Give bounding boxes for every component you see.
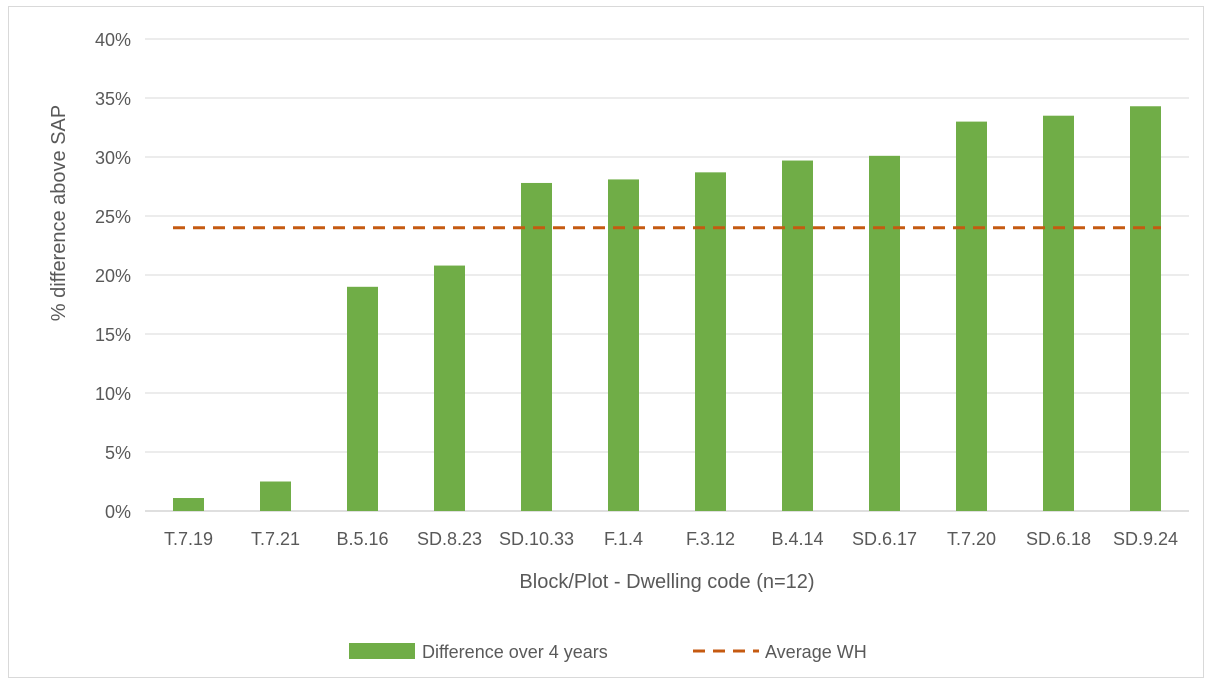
x-tick-label: T.7.19 [164, 529, 213, 549]
x-axis-title: Block/Plot - Dwelling code (n=12) [519, 571, 814, 593]
x-tick-label: SD.6.18 [1026, 529, 1091, 549]
bar [347, 287, 378, 511]
legend-label-bars: Difference over 4 years [422, 642, 608, 662]
x-tick-label: F.1.4 [604, 529, 643, 549]
y-tick-label: 20% [95, 266, 131, 286]
bar [521, 183, 552, 511]
y-tick-label: 35% [95, 89, 131, 109]
y-tick-label: 40% [95, 30, 131, 50]
x-tick-label: T.7.20 [947, 529, 996, 549]
bar-chart: 0% 5% 10% 15% 20% 25% 30% 35% 40% T.7.19 T.7.21 B.… [9, 7, 1205, 679]
bar [956, 122, 987, 511]
bar [1043, 116, 1074, 511]
x-tick-label: B.4.14 [771, 529, 823, 549]
bar [869, 156, 900, 511]
bar [1130, 106, 1161, 511]
bar [434, 266, 465, 511]
y-tick-label: 0% [105, 502, 131, 522]
y-axis-ticks: 0% 5% 10% 15% 20% 25% 30% 35% 40% [95, 30, 131, 522]
chart-frame: 0% 5% 10% 15% 20% 25% 30% 35% 40% T.7.19 T.7.21 B.… [8, 6, 1204, 678]
x-tick-label: T.7.21 [251, 529, 300, 549]
y-tick-label: 25% [95, 207, 131, 227]
bar [695, 172, 726, 511]
bar [782, 161, 813, 511]
bar [260, 482, 291, 512]
bars [173, 106, 1161, 511]
x-axis-ticks: T.7.19 T.7.21 B.5.16 SD.8.23 SD.10.33 F.1.4 F.… [164, 529, 1178, 549]
y-tick-label: 15% [95, 325, 131, 345]
bar [173, 498, 204, 511]
legend-label-average: Average WH [765, 642, 867, 662]
gridlines [145, 39, 1189, 511]
x-tick-label: F.3.12 [686, 529, 735, 549]
x-tick-label: B.5.16 [336, 529, 388, 549]
x-tick-label: SD.9.24 [1113, 529, 1178, 549]
y-tick-label: 30% [95, 148, 131, 168]
y-tick-label: 10% [95, 384, 131, 404]
y-tick-label: 5% [105, 443, 131, 463]
x-tick-label: SD.6.17 [852, 529, 917, 549]
legend: Difference over 4 years Average WH [349, 642, 867, 662]
y-axis-title: % difference above SAP [48, 105, 70, 321]
x-tick-label: SD.10.33 [499, 529, 574, 549]
legend-swatch-bars [349, 643, 415, 659]
x-tick-label: SD.8.23 [417, 529, 482, 549]
